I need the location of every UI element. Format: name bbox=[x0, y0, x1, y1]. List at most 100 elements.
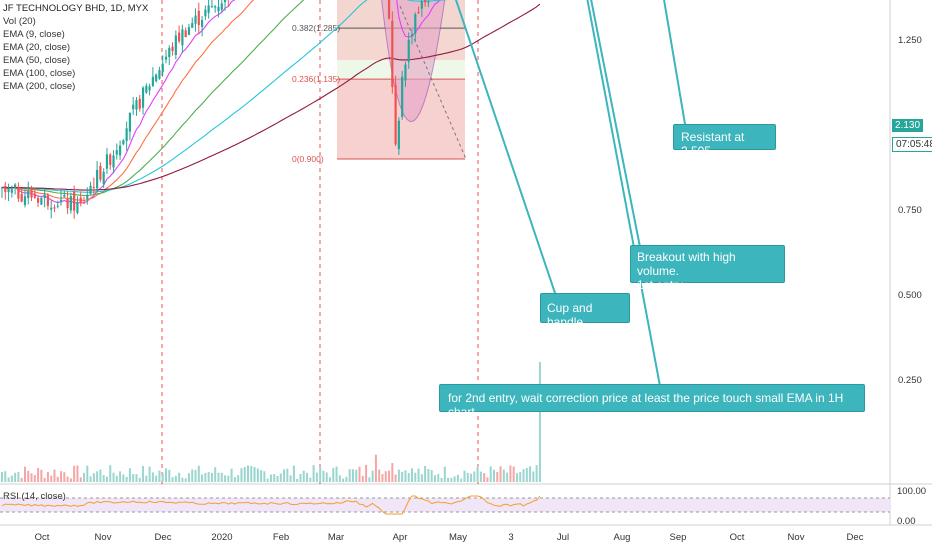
ema20-line bbox=[1, 0, 255, 201]
candle-body bbox=[7, 188, 10, 193]
volume-bar bbox=[76, 465, 79, 482]
legend-title: JF TECHNOLOGY BHD, 1D, MYX bbox=[3, 3, 149, 14]
rsi-tick-label: 100.00 bbox=[897, 486, 926, 497]
callout-cup[interactable]: Cup and handle bbox=[540, 293, 630, 329]
volume-bar bbox=[168, 469, 171, 482]
candle-body bbox=[33, 193, 36, 198]
volume-bar bbox=[335, 466, 338, 482]
volume-bar bbox=[355, 469, 358, 482]
rsi-line bbox=[1, 495, 541, 515]
volume-bar bbox=[440, 477, 443, 482]
volume-bar bbox=[214, 467, 217, 482]
volume-bar bbox=[132, 474, 135, 482]
candle-body bbox=[125, 128, 128, 141]
legend-item-ema20[interactable]: EMA (20, close) bbox=[3, 42, 71, 53]
volume-bar bbox=[155, 475, 158, 482]
volume-bar bbox=[233, 477, 236, 482]
volume-bar bbox=[338, 475, 341, 482]
price-tick-label: 0.500 bbox=[898, 290, 922, 301]
volume-bar bbox=[33, 475, 36, 482]
candle-body bbox=[178, 32, 181, 42]
volume-bar bbox=[256, 468, 259, 482]
volume-bar bbox=[240, 468, 243, 482]
candle-body bbox=[4, 185, 7, 193]
candle-body bbox=[0, 187, 4, 189]
candle-body bbox=[207, 5, 210, 13]
ema200-line bbox=[2, 3, 541, 191]
candle-body bbox=[387, 0, 391, 19]
candle-body bbox=[197, 10, 200, 25]
volume-bar bbox=[63, 472, 66, 482]
volume-bar bbox=[102, 475, 105, 482]
volume-bar bbox=[165, 468, 167, 482]
rsi-legend[interactable]: RSI (14, close) bbox=[3, 491, 66, 502]
candle-body bbox=[181, 29, 184, 46]
volume-bar bbox=[46, 472, 49, 482]
candle-body bbox=[132, 104, 135, 110]
countdown-tag: 07:05:48 bbox=[892, 137, 932, 152]
volume-bar bbox=[66, 476, 69, 482]
volume-bar bbox=[407, 473, 410, 482]
volume-bar bbox=[128, 468, 131, 482]
volume-bar bbox=[506, 472, 509, 482]
volume-bar bbox=[89, 476, 92, 482]
callout-pointer-resistant bbox=[663, 0, 687, 131]
volume-bar bbox=[7, 477, 10, 482]
volume-bar bbox=[92, 473, 95, 482]
legend-item-ema50[interactable]: EMA (50, close) bbox=[3, 55, 71, 66]
time-tick-label: Nov bbox=[788, 532, 805, 543]
volume-bar bbox=[30, 473, 33, 482]
volume-bar bbox=[509, 465, 512, 482]
volume-bar bbox=[53, 469, 56, 482]
volume-bar bbox=[253, 466, 256, 482]
callout-breakout[interactable]: Breakout with high volume. 1st entry bbox=[630, 245, 785, 292]
cup-dashed-line bbox=[399, 5, 467, 160]
candle-body bbox=[27, 190, 30, 199]
candle-body bbox=[194, 15, 197, 24]
candle-body bbox=[135, 100, 138, 110]
candle-body bbox=[410, 34, 414, 37]
candle-body bbox=[96, 169, 99, 189]
callout-second-entry[interactable]: for 2nd entry, wait correction price at … bbox=[439, 384, 865, 419]
candle-body bbox=[109, 154, 112, 165]
volume-bar bbox=[14, 472, 17, 482]
volume-bar bbox=[447, 477, 450, 482]
candle-body bbox=[102, 171, 105, 185]
legend-item-ema200[interactable]: EMA (200, close) bbox=[3, 81, 76, 92]
volume-bar bbox=[348, 469, 351, 482]
candle-body bbox=[138, 98, 141, 109]
volume-bar bbox=[79, 477, 82, 482]
volume-bar bbox=[122, 474, 125, 482]
legend-item-vol[interactable]: Vol (20) bbox=[3, 16, 36, 27]
time-tick-label: Sep bbox=[670, 532, 687, 543]
candle-body bbox=[168, 47, 171, 58]
time-tick-label: May bbox=[449, 532, 467, 543]
cup-shape bbox=[381, 0, 446, 122]
volume-bar bbox=[489, 466, 492, 482]
volume-bar bbox=[158, 470, 161, 482]
candle-body bbox=[46, 195, 50, 206]
volume-bar bbox=[384, 471, 387, 482]
volume-bar bbox=[60, 471, 63, 482]
legend-item-ema100[interactable]: EMA (100, close) bbox=[3, 68, 76, 79]
candle-body bbox=[59, 199, 63, 202]
candle-body bbox=[66, 198, 69, 209]
volume-bar bbox=[529, 466, 532, 482]
volume-bar bbox=[269, 474, 272, 482]
volume-bar bbox=[414, 472, 417, 482]
time-tick-label: Jul bbox=[557, 532, 569, 543]
volume-bar bbox=[125, 476, 128, 482]
volume-bar bbox=[519, 472, 522, 482]
volume-bar bbox=[460, 478, 463, 482]
legend-item-ema9[interactable]: EMA (9, close) bbox=[3, 29, 65, 40]
candle-body bbox=[115, 150, 118, 155]
volume-bar bbox=[135, 474, 138, 482]
volume-bar bbox=[279, 473, 282, 482]
volume-bar bbox=[496, 472, 499, 482]
volume-bar bbox=[56, 476, 59, 482]
rsi-band bbox=[0, 498, 890, 512]
callout-resistant[interactable]: Resistant at 2.505 bbox=[673, 124, 776, 158]
volume-bar bbox=[23, 466, 26, 482]
volume-bar bbox=[119, 471, 122, 482]
volume-bar bbox=[397, 469, 400, 482]
